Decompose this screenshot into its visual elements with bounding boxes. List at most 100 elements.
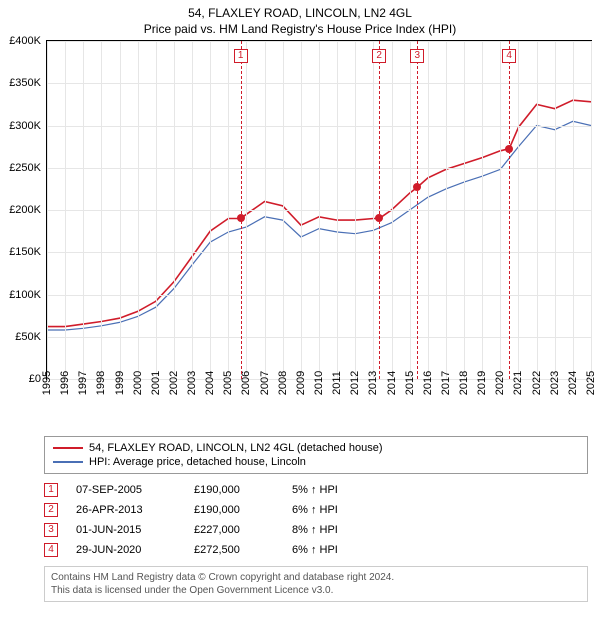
x-tick-label: 2025 <box>585 371 597 395</box>
gridline-v <box>120 41 121 379</box>
y-tick-label: £300K <box>9 120 41 132</box>
gridline-v <box>410 41 411 379</box>
x-tick-label: 1997 <box>77 371 89 395</box>
gridline-v <box>537 41 538 379</box>
y-tick-label: £350K <box>9 77 41 89</box>
sale-marker-line <box>379 41 380 379</box>
gridline-v <box>355 41 356 379</box>
x-tick-label: 2006 <box>240 371 252 395</box>
transaction-number-box: 4 <box>44 543 58 557</box>
legend-label: HPI: Average price, detached house, Linc… <box>89 456 306 468</box>
legend-swatch <box>53 461 83 463</box>
gridline-v <box>319 41 320 379</box>
page-root: 54, FLAXLEY ROAD, LINCOLN, LN2 4GL Price… <box>0 0 600 620</box>
transaction-row: 226-APR-2013£190,0006% ↑ HPI <box>44 500 588 520</box>
footer-line-1: Contains HM Land Registry data © Crown c… <box>51 571 581 584</box>
x-tick-label: 2000 <box>132 371 144 395</box>
gridline-v <box>174 41 175 379</box>
sale-marker-line <box>509 41 510 379</box>
transaction-date: 29-JUN-2020 <box>76 544 176 556</box>
sale-marker-line <box>417 41 418 379</box>
gridline-v <box>500 41 501 379</box>
gridline-v <box>65 41 66 379</box>
gridline-v <box>591 41 592 379</box>
gridline-v <box>446 41 447 379</box>
gridline-v <box>301 41 302 379</box>
gridline-v <box>265 41 266 379</box>
sale-dot <box>505 145 513 153</box>
x-tick-label: 2005 <box>222 371 234 395</box>
gridline-v <box>228 41 229 379</box>
gridline-v <box>283 41 284 379</box>
legend-row: 54, FLAXLEY ROAD, LINCOLN, LN2 4GL (deta… <box>53 441 579 455</box>
transaction-delta: 6% ↑ HPI <box>292 544 382 556</box>
legend: 54, FLAXLEY ROAD, LINCOLN, LN2 4GL (deta… <box>44 436 588 474</box>
x-tick-label: 2004 <box>204 371 216 395</box>
gridline-v <box>373 41 374 379</box>
gridline-v <box>518 41 519 379</box>
x-tick-label: 2024 <box>567 371 579 395</box>
gridline-v <box>101 41 102 379</box>
x-tick-label: 1999 <box>114 371 126 395</box>
x-tick-label: 2023 <box>549 371 561 395</box>
x-tick-label: 2010 <box>313 371 325 395</box>
attribution-footer: Contains HM Land Registry data © Crown c… <box>44 566 588 602</box>
x-tick-label: 2002 <box>168 371 180 395</box>
sale-dot <box>237 214 245 222</box>
x-tick-label: 2007 <box>259 371 271 395</box>
title-line-1: 54, FLAXLEY ROAD, LINCOLN, LN2 4GL <box>0 0 600 20</box>
chart: £0£50K£100K£150K£200K£250K£300K£350K£400… <box>46 40 592 428</box>
gridline-v <box>573 41 574 379</box>
gridline-v <box>246 41 247 379</box>
x-tick-label: 2001 <box>150 371 162 395</box>
transaction-number-box: 2 <box>44 503 58 517</box>
y-tick-label: £50K <box>15 331 41 343</box>
gridline-v <box>464 41 465 379</box>
x-tick-label: 2019 <box>476 371 488 395</box>
gridline-v <box>210 41 211 379</box>
legend-label: 54, FLAXLEY ROAD, LINCOLN, LN2 4GL (deta… <box>89 442 382 454</box>
plot-area: £0£50K£100K£150K£200K£250K£300K£350K£400… <box>46 40 592 380</box>
x-tick-label: 2018 <box>458 371 470 395</box>
sale-dot <box>413 183 421 191</box>
transaction-delta: 6% ↑ HPI <box>292 504 382 516</box>
x-tick-label: 2017 <box>440 371 452 395</box>
x-tick-label: 2022 <box>531 371 543 395</box>
transaction-delta: 5% ↑ HPI <box>292 484 382 496</box>
gridline-v <box>192 41 193 379</box>
x-tick-label: 2008 <box>277 371 289 395</box>
footer-line-2: This data is licensed under the Open Gov… <box>51 584 581 597</box>
y-tick-label: £100K <box>9 289 41 301</box>
transactions-table: 107-SEP-2005£190,0005% ↑ HPI226-APR-2013… <box>44 480 588 560</box>
gridline-v <box>337 41 338 379</box>
gridline-v <box>138 41 139 379</box>
transaction-delta: 8% ↑ HPI <box>292 524 382 536</box>
legend-swatch <box>53 447 83 449</box>
gridline-v <box>555 41 556 379</box>
x-tick-label: 2014 <box>386 371 398 395</box>
x-tick-label: 2015 <box>404 371 416 395</box>
gridline-v <box>428 41 429 379</box>
transaction-date: 26-APR-2013 <box>76 504 176 516</box>
legend-row: HPI: Average price, detached house, Linc… <box>53 455 579 469</box>
sale-marker-box: 1 <box>234 49 248 63</box>
sale-marker-box: 4 <box>502 49 516 63</box>
gridline-v <box>392 41 393 379</box>
sale-marker-line <box>241 41 242 379</box>
sale-marker-box: 2 <box>372 49 386 63</box>
transaction-row: 301-JUN-2015£227,0008% ↑ HPI <box>44 520 588 540</box>
gridline-v <box>83 41 84 379</box>
transaction-number-box: 1 <box>44 483 58 497</box>
y-tick-label: £150K <box>9 246 41 258</box>
x-tick-label: 1996 <box>59 371 71 395</box>
gridline-v <box>47 41 48 379</box>
transaction-row: 4 29-JUN-2020 £272,500 6% ↑ HPI <box>44 540 588 560</box>
transaction-number-box: 3 <box>44 523 58 537</box>
transaction-price: £272,500 <box>194 544 274 556</box>
x-tick-label: 1995 <box>41 371 53 395</box>
y-tick-label: £0 <box>29 373 41 385</box>
x-tick-label: 2021 <box>512 371 524 395</box>
gridline-v <box>482 41 483 379</box>
transaction-date: 07-SEP-2005 <box>76 484 176 496</box>
sale-dot <box>375 214 383 222</box>
